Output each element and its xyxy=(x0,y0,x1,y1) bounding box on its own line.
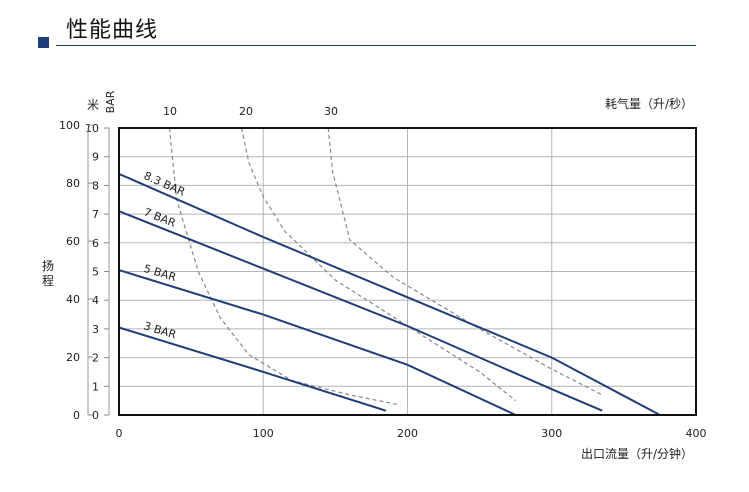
y-outer-tick-label: 20 xyxy=(66,351,80,364)
pressure-curve xyxy=(118,210,603,412)
top-tick-label: 30 xyxy=(324,105,338,118)
y-outer-tick-label: 80 xyxy=(66,177,80,190)
pressure-curve xyxy=(118,326,387,412)
y-outer-tick-label: 60 xyxy=(66,235,80,248)
page-title: 性能曲线 xyxy=(66,18,159,43)
x-axis-label: 出口流量（升/分钟） xyxy=(581,446,693,461)
y-inner-tick-label: 9 xyxy=(92,151,99,164)
y-outer-unit-label: 米 xyxy=(87,98,99,112)
x-tick-label: 100 xyxy=(253,427,274,440)
y-inner-tick-label: 5 xyxy=(92,266,99,279)
y-axis-label-char: 程 xyxy=(42,273,54,288)
y-outer-tick-label: 100 xyxy=(59,119,80,132)
y-inner-tick-label: 10 xyxy=(85,122,99,135)
y-inner-tick-label: 4 xyxy=(92,294,99,307)
x-tick-label: 0 xyxy=(116,427,123,440)
y-inner-tick-label: 7 xyxy=(92,208,99,221)
header-divider xyxy=(56,45,696,46)
air-consumption-curve xyxy=(327,127,603,396)
y-inner-tick-label: 2 xyxy=(92,352,99,365)
pressure-curve-label: 5 BAR xyxy=(142,262,178,284)
air-consumption-curve xyxy=(168,127,401,406)
header-marker xyxy=(38,37,49,48)
pressure-curve-label: 7 BAR xyxy=(142,205,178,229)
x-tick-label: 200 xyxy=(397,427,418,440)
top-tick-label: 20 xyxy=(239,105,253,118)
x-tick-label: 300 xyxy=(541,427,562,440)
pressure-curve xyxy=(118,172,661,416)
y-inner-tick-label: 8 xyxy=(92,179,99,192)
top-axis-label: 耗气量（升/秒） xyxy=(605,96,693,111)
y-axis-label: 扬程 xyxy=(42,258,54,288)
y-outer-tick-label: 0 xyxy=(73,409,80,422)
y-inner-tick-label: 6 xyxy=(92,237,99,250)
air-consumption-curve xyxy=(241,127,517,402)
grid-lines xyxy=(119,128,696,415)
plot-frame xyxy=(118,127,697,416)
y-inner-tick-label: 1 xyxy=(92,380,99,393)
pressure-curve-label: 3 BAR xyxy=(142,319,178,341)
y-inner-tick-label: 3 xyxy=(92,323,99,336)
x-tick-label: 400 xyxy=(686,427,707,440)
y-outer-tick-label: 40 xyxy=(66,293,80,306)
top-tick-label: 10 xyxy=(163,105,177,118)
pressure-curve xyxy=(118,269,517,416)
y-axis-label-char: 扬 xyxy=(42,258,54,273)
y-inner-tick-label: 0 xyxy=(92,409,99,422)
y-inner-unit-label: BAR xyxy=(104,90,117,113)
